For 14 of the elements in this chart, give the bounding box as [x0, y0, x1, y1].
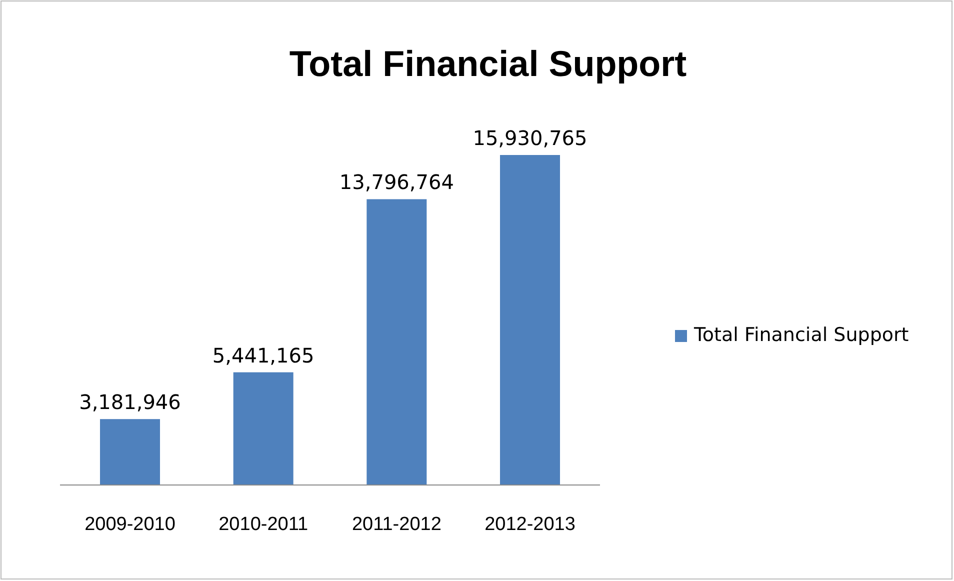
data-label: 13,796,764 — [339, 170, 454, 194]
bar — [100, 419, 160, 485]
bar — [233, 372, 294, 485]
data-label: 15,930,765 — [472, 126, 588, 150]
x-tick-label: 2011-2012 — [352, 514, 442, 535]
x-tick-label: 2010-2011 — [218, 514, 308, 535]
data-label: 5,441,165 — [212, 343, 314, 368]
legend-label: Total Financial Support — [693, 324, 909, 346]
x-tick-label: 2012-2013 — [484, 514, 576, 535]
chart-title: Total Financial Support — [289, 43, 687, 84]
data-label: 3,181,946 — [79, 390, 181, 414]
bar — [500, 155, 560, 485]
bar — [366, 199, 427, 485]
x-tick-label: 2009-2010 — [84, 514, 176, 535]
